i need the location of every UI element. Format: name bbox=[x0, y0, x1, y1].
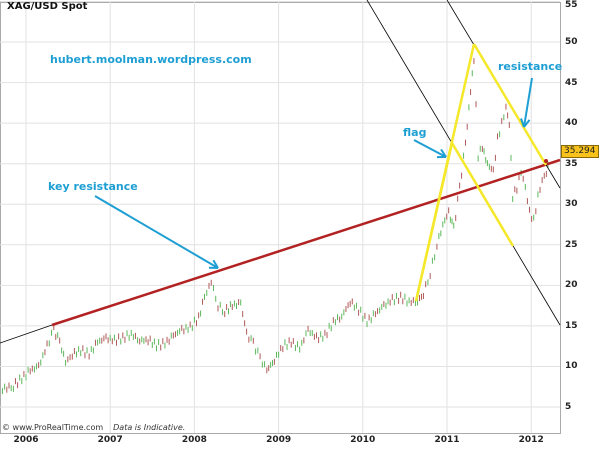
annotation-key-resistance: key resistance bbox=[48, 180, 138, 193]
x-tick-label: 2011 bbox=[434, 435, 460, 445]
arrow-head-icon bbox=[212, 259, 219, 269]
x-tick-label: 2010 bbox=[350, 435, 376, 445]
y-tick-label: 35 bbox=[565, 158, 578, 169]
annotation-arrow bbox=[413, 139, 447, 158]
arrow-head-icon bbox=[520, 118, 525, 128]
flag-line bbox=[450, 142, 515, 247]
footer-note: Data is Indicative. bbox=[113, 423, 186, 432]
x-tick-label: 2009 bbox=[266, 435, 292, 445]
y-tick-label: 55 bbox=[565, 0, 578, 10]
y-tick-label: 20 bbox=[565, 280, 578, 291]
y-tick-label: 15 bbox=[565, 320, 578, 331]
y-tick-label: 40 bbox=[565, 118, 578, 129]
y-tick-label: 10 bbox=[565, 361, 578, 372]
y-tick-label: 30 bbox=[565, 199, 578, 210]
x-tick-label: 2012 bbox=[518, 435, 544, 445]
y-tick-label: 45 bbox=[565, 77, 578, 88]
last-price-marker bbox=[544, 159, 548, 163]
trendline-early bbox=[0, 324, 53, 344]
annotation-arrow bbox=[94, 195, 219, 269]
annotation-flag: flag bbox=[403, 126, 427, 139]
annotation-arrow bbox=[523, 77, 533, 128]
y-tick-label: 25 bbox=[565, 239, 578, 250]
y-tick-label: 5 bbox=[565, 402, 572, 412]
arrow-head-icon bbox=[523, 119, 531, 128]
key-resistance-line bbox=[51, 158, 561, 327]
flag-line bbox=[414, 142, 454, 302]
flag-line bbox=[472, 43, 548, 166]
last-price-label: 35.294 bbox=[561, 145, 599, 158]
plot-area bbox=[0, 2, 561, 434]
footer-source: © www.ProRealTime.com bbox=[2, 423, 104, 432]
watermark-url: hubert.moolman.wordpress.com bbox=[50, 53, 252, 66]
y-tick-label: 50 bbox=[565, 37, 578, 48]
footer: © www.ProRealTime.com Data is Indicative. bbox=[2, 423, 185, 432]
chart-title: XAG/USD Spot bbox=[7, 1, 88, 12]
annotation-resistance: resistance bbox=[498, 60, 563, 73]
x-tick-label: 2008 bbox=[181, 435, 207, 445]
x-tick-label: 2006 bbox=[13, 435, 39, 445]
arrow-head-icon bbox=[440, 148, 447, 158]
x-tick-label: 2007 bbox=[97, 435, 123, 445]
